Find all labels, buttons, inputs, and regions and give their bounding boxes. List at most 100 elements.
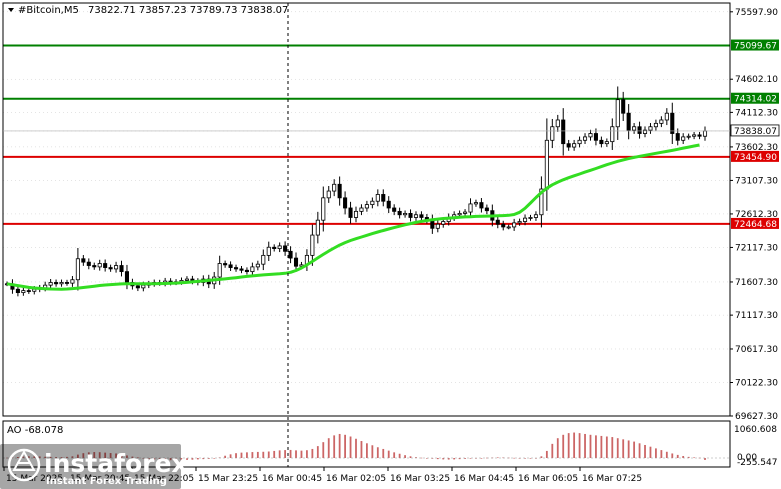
candle-93: [512, 218, 517, 231]
candle-body-72: [397, 210, 402, 216]
candle-body-10: [59, 282, 64, 285]
ao-bar-4: [27, 456, 30, 458]
menu-triangle-icon[interactable]: [8, 8, 14, 12]
candle-101: [555, 114, 560, 132]
candle-body-84: [463, 211, 468, 214]
ao-bar-88: [485, 457, 488, 459]
indicator-frame: [2, 420, 731, 468]
ao-bar-74: [409, 456, 412, 458]
candle-42: [233, 264, 239, 272]
candle-body-71: [392, 207, 397, 212]
ao-bar-35: [196, 458, 199, 460]
candle-58: [321, 186, 326, 232]
ao-bar-71: [393, 452, 396, 458]
ao-bar-26: [147, 458, 150, 460]
ao-bar-5: [33, 456, 36, 458]
ao-bar-67: [371, 445, 374, 458]
level-label-box-3: [731, 217, 779, 229]
candle-body-57: [315, 219, 320, 236]
candle-body-114: [626, 112, 631, 131]
ao-bar-55: [306, 450, 308, 458]
candle-114: [626, 104, 631, 140]
candle-body-121: [664, 112, 669, 121]
candle-13: [75, 247, 80, 291]
candle-body-56: [310, 234, 315, 256]
candle-body-124: [681, 136, 686, 141]
candle-body-49: [272, 246, 277, 250]
instaforex-logo-icon: [7, 448, 41, 482]
candle-body-118: [648, 126, 653, 131]
ohlc-values: 73822.71 73857.23 73789.73 73838.07: [88, 5, 288, 16]
ao-bar-10: [60, 457, 63, 458]
candle-104: [572, 139, 577, 151]
candle-43: [239, 266, 244, 274]
candle-body-33: [184, 278, 189, 281]
candle-46: [255, 260, 260, 271]
candle-body-61: [337, 183, 342, 199]
ao-bar-9: [55, 457, 57, 458]
ao-bar-16: [93, 452, 96, 458]
candle-body-88: [484, 207, 489, 212]
watermark-brand: instaforex: [44, 449, 188, 478]
candle-71: [392, 204, 397, 216]
candle-body-4: [26, 290, 31, 292]
ao-bar-72: [398, 453, 401, 458]
candle-body-128: [702, 130, 708, 137]
current-price-label: 73838.07: [734, 127, 777, 137]
candle-108: [593, 128, 598, 146]
candle-body-86: [473, 202, 479, 205]
candle-102: [561, 108, 566, 156]
ao-bar-46: [256, 451, 259, 458]
candle-body-17: [97, 263, 102, 268]
candle-body-11: [64, 282, 70, 284]
price-tick-0: 75597.90: [735, 8, 778, 18]
candle-53: [293, 252, 299, 272]
ao-axis-top: 1060.608: [734, 425, 777, 435]
price-tick-8: 73107.30: [735, 176, 778, 186]
ao-bar-77: [425, 458, 428, 459]
ao-bar-123: [676, 454, 679, 458]
candle-19: [108, 264, 113, 272]
time-tick-8: 16 Mar 06:05: [518, 474, 578, 484]
ao-bar-100: [551, 443, 554, 458]
candle-body-104: [572, 143, 577, 148]
ao-bar-70: [387, 450, 390, 458]
candle-body-98: [539, 188, 544, 216]
ao-bar-82: [453, 458, 456, 460]
ao-bar-15: [87, 452, 90, 458]
candle-18: [103, 259, 108, 272]
candle-75: [413, 211, 419, 221]
ao-bar-111: [611, 437, 614, 458]
candle-94: [517, 218, 522, 226]
candle-body-51: [283, 245, 288, 252]
candle-body-80: [441, 221, 446, 225]
price-tick-12: 71607.30: [735, 278, 778, 288]
candle-body-44: [244, 269, 249, 273]
candle-62: [343, 191, 348, 215]
candle-79: [435, 220, 440, 233]
candle-body-103: [566, 143, 571, 148]
candle-10: [59, 279, 64, 287]
candle-body-107: [588, 133, 593, 138]
candle-72: [397, 207, 402, 219]
ao-bar-76: [420, 457, 423, 459]
ao-bar-80: [442, 458, 445, 460]
ao-bar-102: [562, 434, 565, 458]
ao-bar-54: [300, 450, 303, 458]
ao-histogram: [3, 432, 730, 461]
ao-bar-61: [338, 433, 341, 458]
candle-body-15: [86, 261, 91, 266]
candle-body-115: [632, 126, 637, 131]
time-tick-7: 16 Mar 04:45: [454, 474, 514, 484]
candle-2: [15, 285, 20, 297]
candle-body-113: [621, 99, 626, 114]
candle-body-50: [277, 245, 282, 250]
ao-bar-128: [704, 458, 706, 460]
ao-bar-32: [180, 458, 183, 461]
ao-bar-24: [136, 457, 139, 459]
candle-86: [473, 199, 479, 207]
candle-52: [288, 246, 293, 264]
ao-bar-108: [595, 435, 597, 458]
candle-60: [332, 179, 337, 197]
ao-bar-25: [142, 458, 145, 459]
